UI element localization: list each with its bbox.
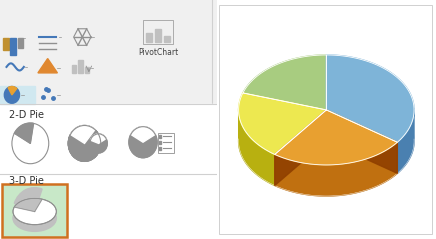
Polygon shape (238, 108, 275, 185)
Polygon shape (243, 55, 326, 110)
Bar (155, 29, 161, 42)
Bar (10, 38, 16, 55)
Wedge shape (129, 127, 157, 158)
Bar (143, 20, 174, 44)
Wedge shape (90, 134, 106, 143)
Text: 3-D Pie: 3-D Pie (9, 176, 44, 186)
Wedge shape (8, 87, 17, 95)
Polygon shape (275, 110, 326, 185)
Bar (0, 86, 35, 104)
Bar (146, 33, 152, 42)
Text: 2-D Pie: 2-D Pie (9, 110, 44, 120)
Polygon shape (397, 108, 414, 173)
Bar (72, 65, 76, 73)
Bar (3, 38, 9, 50)
Bar (159, 135, 161, 138)
Wedge shape (68, 125, 101, 161)
Bar (17, 38, 23, 48)
Polygon shape (326, 110, 397, 173)
Wedge shape (68, 125, 101, 161)
Polygon shape (275, 110, 326, 185)
Wedge shape (14, 123, 34, 143)
Wedge shape (90, 134, 107, 153)
Polygon shape (275, 110, 397, 165)
Wedge shape (4, 87, 20, 103)
Polygon shape (275, 142, 397, 196)
Bar (159, 147, 161, 150)
FancyBboxPatch shape (2, 184, 67, 237)
Wedge shape (12, 123, 49, 164)
Ellipse shape (13, 198, 56, 225)
Bar (0, 0, 217, 131)
Text: PivotChart: PivotChart (138, 48, 178, 57)
Wedge shape (131, 127, 155, 142)
Bar (0, 104, 217, 174)
Polygon shape (326, 110, 397, 173)
Ellipse shape (13, 205, 56, 231)
Polygon shape (238, 86, 414, 196)
Bar (164, 36, 170, 42)
Bar (159, 141, 161, 144)
Wedge shape (14, 188, 42, 212)
Polygon shape (326, 55, 414, 142)
Polygon shape (14, 198, 42, 212)
Bar (158, 133, 174, 153)
Bar (0, 174, 217, 239)
Bar (78, 60, 83, 73)
Wedge shape (71, 125, 95, 143)
Bar (85, 67, 89, 73)
Polygon shape (238, 93, 326, 154)
Polygon shape (38, 59, 58, 73)
